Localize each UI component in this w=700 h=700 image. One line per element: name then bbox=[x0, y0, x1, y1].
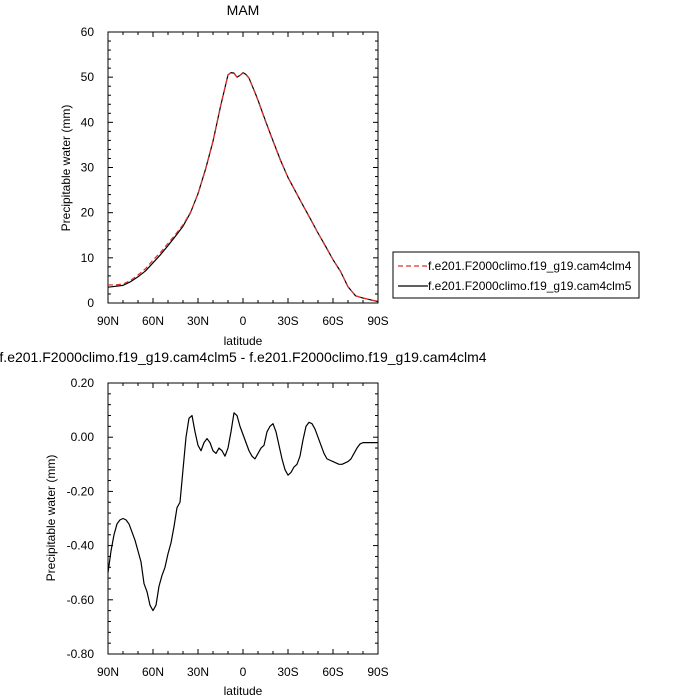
plot-title: f.e201.F2000climo.f19_g19.cam4clm5 - f.e… bbox=[0, 349, 487, 365]
series-lines bbox=[107, 72, 379, 303]
series-lines bbox=[107, 412, 378, 612]
y-axis-title: Precipitable water (mm) bbox=[44, 455, 58, 582]
difference-panel: f.e201.F2000climo.f19_g19.cam4clm5 - f.e… bbox=[0, 349, 487, 698]
x-tick-label: 90S bbox=[367, 665, 388, 679]
y-tick-label: -0.60 bbox=[67, 593, 95, 607]
x-tick-labels: 90N 60N 30N 0 30S 60S 90S bbox=[97, 665, 389, 679]
axis-ticks bbox=[107, 31, 379, 304]
plot-frame bbox=[107, 382, 379, 655]
x-tick-label: 30S bbox=[277, 314, 298, 328]
y-tick-label: 0.00 bbox=[71, 430, 95, 444]
y-tick-labels: 0 10 20 30 40 50 60 bbox=[81, 25, 95, 310]
x-axis-title: latitude bbox=[224, 334, 263, 348]
y-tick-label: 50 bbox=[81, 70, 95, 84]
y-tick-label: 30 bbox=[81, 161, 95, 175]
y-tick-label: 0 bbox=[87, 296, 94, 310]
y-tick-label: 60 bbox=[81, 25, 95, 39]
y-tick-label: 20 bbox=[81, 206, 95, 220]
legend-label-clm4: f.e201.F2000climo.f19_g19.cam4clm4 bbox=[428, 259, 632, 273]
y-tick-label: 40 bbox=[81, 115, 95, 129]
x-tick-label: 30N bbox=[187, 314, 209, 328]
x-tick-label: 30S bbox=[277, 665, 298, 679]
x-tick-label: 60S bbox=[322, 665, 343, 679]
x-tick-label: 0 bbox=[240, 314, 247, 328]
series-line-difference bbox=[107, 412, 378, 612]
x-tick-labels: 90N 60N 30N 0 30S 60S 90S bbox=[97, 314, 389, 328]
legend: f.e201.F2000climo.f19_g19.cam4clm4 f.e20… bbox=[392, 251, 640, 299]
x-tick-label: 90N bbox=[97, 314, 119, 328]
x-tick-label: 90N bbox=[97, 665, 119, 679]
axis-ticks bbox=[107, 382, 379, 655]
x-tick-label: 90S bbox=[367, 314, 388, 328]
y-tick-label: -0.40 bbox=[67, 539, 95, 553]
y-tick-label: -0.20 bbox=[67, 484, 95, 498]
precipitable-water-panel: MAM 90N 60N 30N 0 30S 60S 90S 0 10 20 30 40 50 60 la… bbox=[59, 2, 389, 348]
x-tick-label: 60S bbox=[322, 314, 343, 328]
y-tick-label: -0.80 bbox=[67, 647, 95, 661]
series-line-cam4clm5 bbox=[107, 72, 379, 303]
series-line-cam4clm4 bbox=[108, 72, 379, 302]
plot-title: MAM bbox=[227, 2, 260, 18]
x-tick-label: 30N bbox=[187, 665, 209, 679]
legend-label-clm5: f.e201.F2000climo.f19_g19.cam4clm5 bbox=[428, 279, 632, 293]
x-tick-label: 60N bbox=[142, 314, 164, 328]
x-tick-label: 0 bbox=[240, 665, 247, 679]
y-tick-label: 10 bbox=[81, 251, 95, 265]
y-tick-labels: -0.80 -0.60 -0.40 -0.20 0.00 0.20 bbox=[67, 376, 95, 661]
x-tick-label: 60N bbox=[142, 665, 164, 679]
x-axis-title: latitude bbox=[224, 684, 263, 698]
y-tick-label: 0.20 bbox=[71, 376, 95, 390]
legend-box bbox=[392, 251, 640, 299]
y-axis-title: Precipitable water (mm) bbox=[59, 105, 73, 232]
